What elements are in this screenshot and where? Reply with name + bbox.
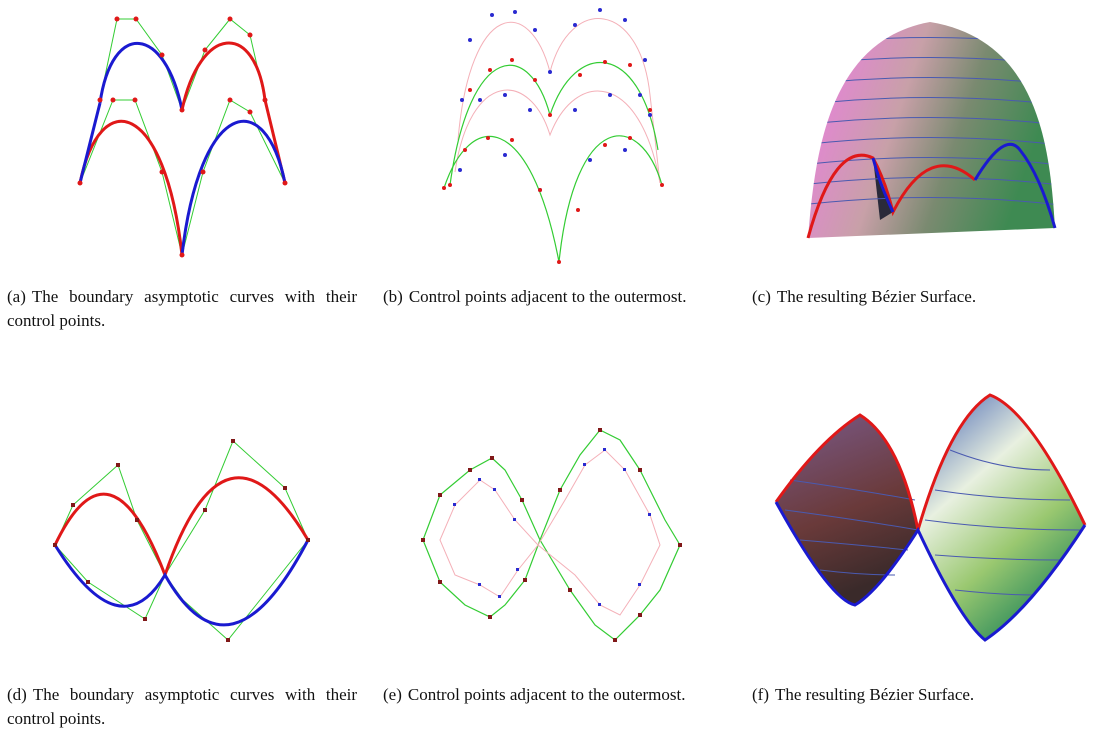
panel-b-drawing [442, 8, 664, 264]
caption-c: (c) The resulting Bézier Surface. [752, 285, 1096, 309]
caption-text: Control points adjacent to the outermost… [408, 685, 686, 704]
caption-label: (e) [383, 685, 402, 704]
panel-e-drawing [421, 428, 682, 642]
panel-f-drawing [776, 395, 1085, 640]
caption-f: (f) The resulting Bézier Surface. [752, 683, 1096, 707]
caption-label: (f) [752, 685, 769, 704]
page: (a)The boundary asymptotic curves with t… [0, 0, 1096, 744]
panel-a-drawing [78, 17, 288, 258]
caption-e: (e) Control points adjacent to the outerm… [383, 683, 729, 707]
caption-label: (c) [752, 287, 771, 306]
caption-text: The resulting Bézier Surface. [777, 287, 976, 306]
panel-d-drawing [53, 439, 310, 642]
caption-text: Control points adjacent to the outermost… [409, 287, 687, 306]
panel-c-drawing [800, 22, 1060, 238]
caption-text: The boundary asymptotic curves with thei… [7, 287, 357, 330]
caption-d: (d)The boundary asymptotic curves with t… [7, 683, 357, 731]
caption-label: (a) [7, 287, 26, 306]
caption-text: The resulting Bézier Surface. [775, 685, 974, 704]
caption-label: (b) [383, 287, 403, 306]
figure [0, 0, 1096, 744]
caption-a: (a)The boundary asymptotic curves with t… [7, 285, 357, 333]
caption-label: (d) [7, 685, 27, 704]
caption-b: (b) Control points adjacent to the outerm… [383, 285, 729, 309]
caption-text: The boundary asymptotic curves with thei… [7, 685, 357, 728]
